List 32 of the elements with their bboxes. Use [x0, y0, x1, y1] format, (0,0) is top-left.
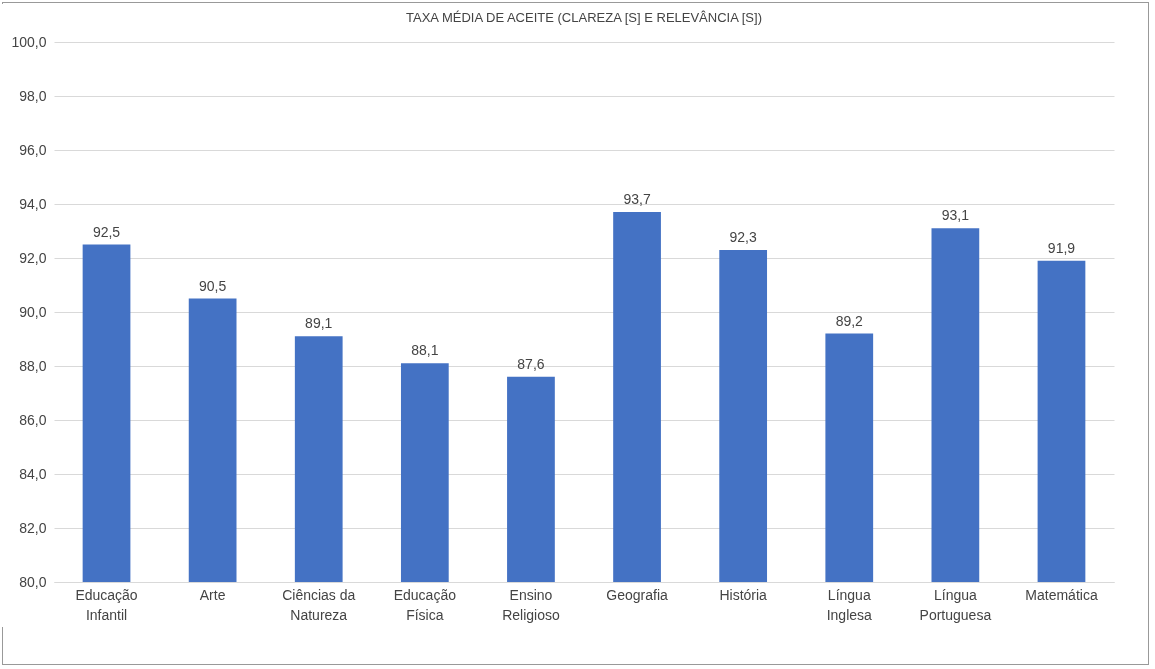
data-label: 87,6: [517, 355, 545, 372]
y-tick-label: 80,0: [19, 573, 47, 590]
data-label: 92,3: [729, 228, 757, 245]
x-tick-label: Língua Inglesa: [826, 586, 873, 623]
data-label: 93,1: [941, 207, 970, 224]
y-tick-label: 86,0: [19, 411, 47, 428]
y-tick-label: 90,0: [19, 303, 47, 320]
y-tick-label: 98,0: [19, 87, 47, 104]
x-tick-label: Ciências da Natureza: [282, 586, 356, 623]
x-tick-label: Educação Infantil: [75, 586, 138, 623]
x-tick-label: Língua Portuguesa: [919, 586, 992, 623]
data-label: 90,5: [199, 277, 227, 294]
x-tick-label: Geografia: [606, 586, 669, 603]
y-tick-label: 96,0: [19, 141, 47, 158]
x-tick-label: Educação Física: [393, 586, 457, 623]
x-tick-label: Matemática: [1025, 586, 1098, 603]
data-label: 88,1: [411, 342, 439, 359]
y-tick-label: 92,0: [19, 249, 47, 266]
y-tick-label: 94,0: [19, 195, 47, 212]
data-label: 92,5: [92, 223, 121, 240]
data-label: 91,9: [1047, 239, 1076, 256]
data-label: 93,7: [623, 191, 651, 208]
y-tick-label: 82,0: [19, 519, 47, 536]
x-tick-label: História: [719, 586, 768, 603]
y-tick-label: 100,0: [11, 33, 47, 50]
chart-title: TAXA MÉDIA DE ACEITE (CLAREZA [S] E RELEVÂNCIA [S]): [406, 10, 762, 25]
x-tick-label: Ensino Religioso: [502, 586, 560, 623]
y-tick-label: 88,0: [19, 357, 47, 374]
data-label: 89,1: [305, 315, 333, 332]
data-label: 89,2: [835, 312, 864, 329]
x-tick-label: Arte: [199, 586, 226, 603]
y-tick-label: 84,0: [19, 465, 47, 482]
